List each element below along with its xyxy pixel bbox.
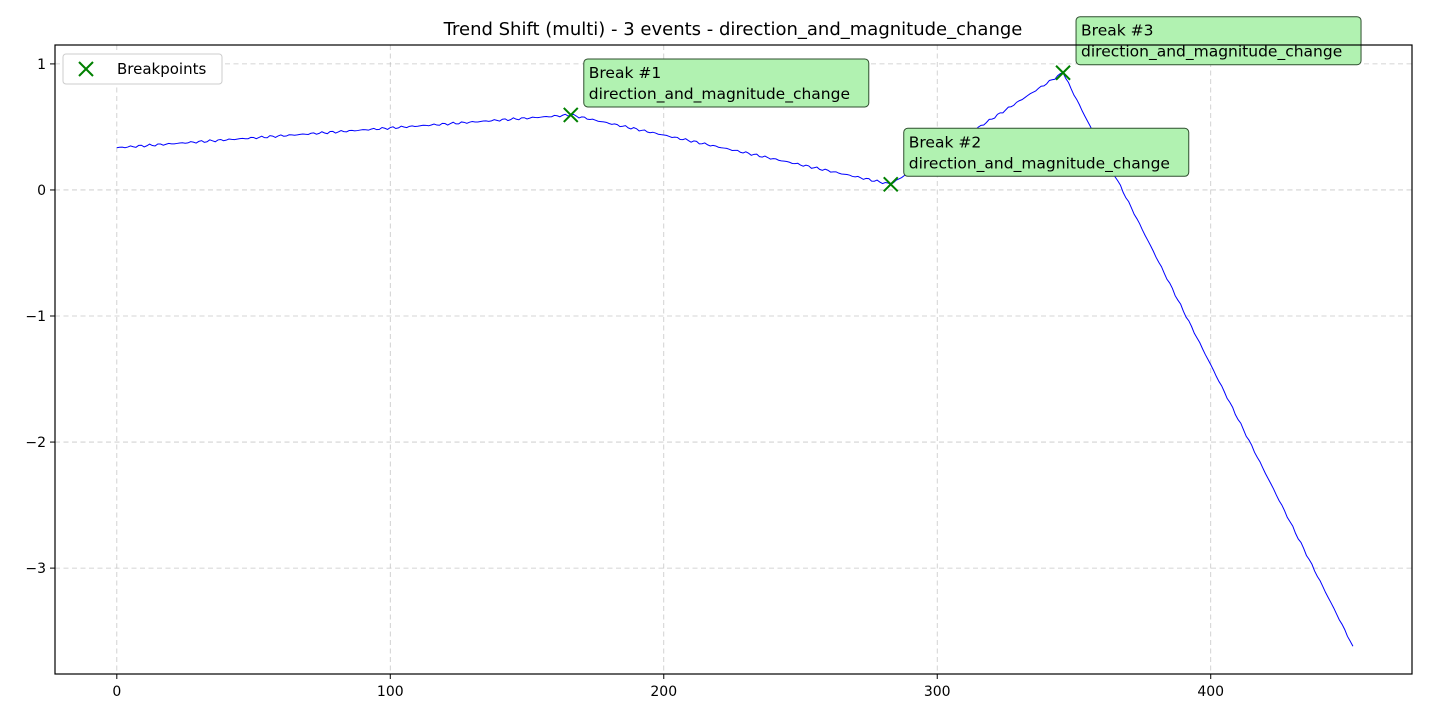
plot-area-frame	[54, 44, 1413, 675]
legend-x-marker	[78, 61, 94, 77]
breakpoint-markers	[563, 65, 1071, 192]
y-tick-label: −3	[25, 561, 46, 577]
y-tick-label: 0	[37, 183, 46, 199]
breakpoint-annotation-type: direction_and_magnitude_change	[589, 85, 850, 104]
x-stroke	[563, 107, 579, 123]
breakpoint-marker	[1055, 65, 1071, 81]
chart-title: Trend Shift (multi) - 3 events - directi…	[443, 19, 1023, 40]
y-tick-label: 1	[37, 57, 46, 73]
series-layer	[116, 72, 1354, 647]
trend-series-line	[116, 72, 1354, 647]
breakpoint-annotation-type: direction_and_magnitude_change	[1081, 43, 1342, 62]
breakpoint-annotation-title: Break #1	[589, 64, 661, 82]
x-stroke	[78, 61, 94, 77]
breakpoint-annotation-box	[583, 58, 870, 108]
breakpoint-annotation-title: Break #3	[1081, 22, 1153, 40]
x-tick-label: 100	[377, 684, 404, 700]
y-tick-label: −1	[25, 309, 46, 325]
y-tick-label: −2	[25, 435, 46, 451]
x-stroke	[883, 176, 899, 192]
breakpoint-annotation-box	[903, 127, 1190, 177]
breakpoint-annotations: Break #1 direction_and_magnitude_change Br…	[583, 16, 1362, 177]
x-tick-label: 400	[1197, 684, 1224, 700]
x-tick-label: 300	[924, 684, 951, 700]
legend-x-marker-icon	[78, 61, 94, 77]
breakpoint-marker	[563, 107, 579, 123]
legend: Breakpoints	[62, 53, 223, 85]
legend-box	[62, 53, 223, 85]
breakpoint-annotation-box	[1075, 16, 1362, 66]
x-stroke	[1055, 65, 1071, 81]
breakpoint-marker	[883, 176, 899, 192]
axis-ticks: 0 100 200 300 400 1 0 −1 −2 −3	[25, 57, 1224, 700]
breakpoint-annotation-type: direction_and_magnitude_change	[909, 154, 1170, 173]
x-tick-label: 0	[112, 684, 121, 700]
breakpoint-annotation-title: Break #2	[909, 133, 981, 151]
x-tick-label: 200	[650, 684, 677, 700]
legend-label: Breakpoints	[117, 60, 206, 78]
